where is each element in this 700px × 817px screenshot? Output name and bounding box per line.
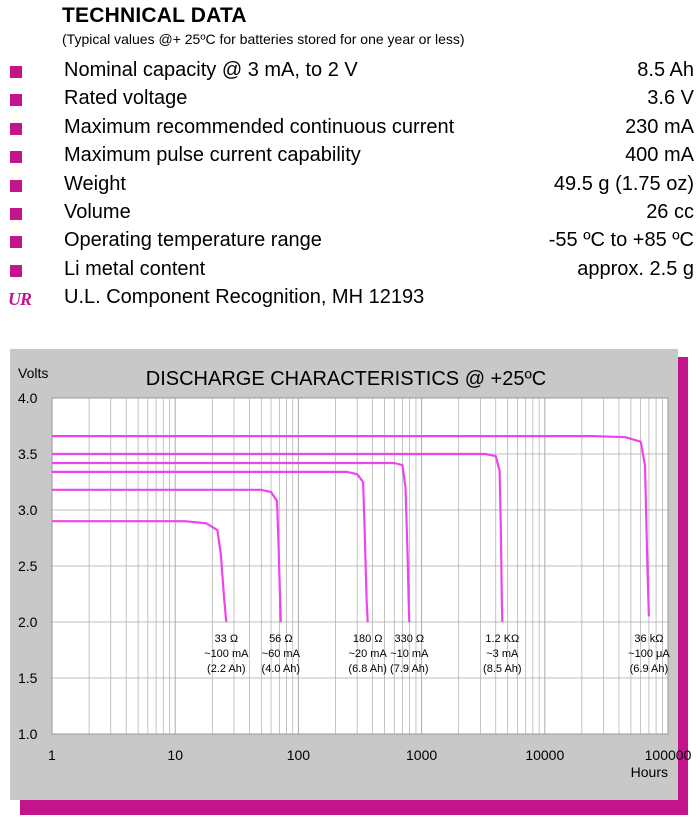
- x-axis-label: Hours: [631, 764, 668, 780]
- discharge-chart-svg: 33 Ω ~100 mA (2.2 Ah) 56 Ω ~60 mA (4.0 Ah) 180…: [10, 349, 692, 815]
- spec-row: Maximum recommended continuous current 2…: [0, 115, 700, 143]
- spec-label: Operating temperature range: [64, 229, 322, 252]
- spec-value: -55 ºC to +85 ºC: [548, 229, 694, 252]
- spec-value: 26 cc: [646, 201, 694, 223]
- x-tick-label: 1: [48, 747, 56, 763]
- spec-label: Li metal content: [64, 257, 206, 280]
- spec-row: Maximum pulse current capability 400 mA: [0, 143, 700, 171]
- discharge-curve: [52, 488, 282, 623]
- curve-load-label-line: ~100 μA: [628, 648, 670, 660]
- y-tick-label: 1.0: [18, 726, 38, 742]
- y-tick-label: 4.0: [18, 390, 38, 406]
- discharge-chart: 33 Ω ~100 mA (2.2 Ah) 56 Ω ~60 mA (4.0 Ah) 180…: [0, 345, 700, 817]
- x-tick-label: 100000: [645, 747, 692, 763]
- curve-load-label-line: (6.9 Ah): [630, 663, 669, 675]
- curve-load-label: 330 Ω ~10 mA (7.9 Ah): [390, 633, 429, 675]
- curve-load-label-line: ~10 mA: [390, 648, 429, 660]
- y-tick-label: 1.5: [18, 670, 38, 686]
- curve-load-label-line: (4.0 Ah): [262, 663, 301, 675]
- curve-load-label-line: (8.5 Ah): [483, 663, 522, 675]
- bullet-square-icon: [10, 208, 22, 220]
- spec-value: approx. 2.5 g: [577, 257, 694, 280]
- x-tick-label: 1000: [406, 747, 437, 763]
- x-tick-label: 100: [287, 747, 311, 763]
- discharge-curve: [52, 461, 411, 623]
- curve-load-label-line: 33 Ω: [215, 633, 239, 645]
- spec-label: Nominal capacity @ 3 mA, to 2 V: [64, 59, 358, 81]
- bullet-square-icon: [10, 264, 22, 277]
- spec-row: Weight 49.5 g (1.75 oz): [0, 172, 700, 200]
- plot-border: [51, 397, 669, 735]
- bullet-square-icon: [10, 236, 22, 249]
- curve-load-label: 33 Ω ~100 mA (2.2 Ah): [204, 633, 249, 675]
- annotation-layer: 33 Ω ~100 mA (2.2 Ah) 56 Ω ~60 mA (4.0 Ah) 180…: [204, 633, 670, 675]
- discharge-curve: [52, 520, 228, 623]
- ul-certification-row: UR U.L. Component Recognition, MH 12193: [0, 285, 700, 313]
- spec-row: Operating temperature range -55 ºC to +8…: [0, 228, 700, 256]
- discharge-curve: [52, 435, 650, 617]
- curve-load-label-line: 1.2 KΩ: [485, 633, 519, 645]
- bullet-square-icon: [10, 179, 22, 192]
- spec-label: Weight: [64, 172, 126, 195]
- curve-load-label-line: ~20 mA: [349, 648, 388, 660]
- discharge-curve: [52, 452, 504, 623]
- discharge-curve: [52, 470, 369, 623]
- curve-load-label-line: 56 Ω: [269, 633, 293, 645]
- technical-data-title: TECHNICAL DATA: [62, 4, 247, 27]
- spec-label: Rated voltage: [64, 87, 188, 110]
- y-tick-label: 2.5: [18, 558, 38, 574]
- curve-load-label-line: (7.9 Ah): [390, 663, 429, 675]
- spec-row: Li metal content approx. 2.5 g: [0, 257, 700, 285]
- spec-row: Nominal capacity @ 3 mA, to 2 V 8.5 Ah: [0, 58, 700, 86]
- curve-load-label-line: ~60 mA: [262, 648, 301, 660]
- curve-load-label: 56 Ω ~60 mA (4.0 Ah): [262, 633, 301, 675]
- spec-value: 3.6 V: [647, 87, 694, 110]
- ul-recognized-mark-icon: UR: [8, 289, 32, 309]
- x-tick-label: 10: [167, 747, 183, 763]
- curve-load-label-line: (2.2 Ah): [207, 663, 246, 675]
- curve-load-label: 1.2 KΩ ~3 mA (8.5 Ah): [483, 633, 522, 675]
- y-tick-label: 2.0: [18, 614, 38, 630]
- curve-load-label: 180 Ω ~20 mA (6.8 Ah): [348, 633, 387, 675]
- spec-label: Maximum recommended continuous current: [64, 115, 455, 138]
- tick-layer: 1.0 1.5 2.0 2.5 3.0 3.5 4.0 1 10 100 1000 10000 1000…: [18, 390, 692, 763]
- y-tick-label: 3.5: [18, 446, 38, 462]
- spec-row: Volume 26 cc: [0, 200, 700, 228]
- y-axis-label: Volts: [18, 365, 48, 381]
- curve-load-label-line: 180 Ω: [353, 633, 383, 645]
- bullet-square-icon: [10, 94, 22, 107]
- bullet-square-icon: [10, 151, 22, 164]
- chart-title: DISCHARGE CHARACTERISTICS @ +25ºC: [146, 368, 546, 390]
- spec-row: Rated voltage 3.6 V: [0, 86, 700, 114]
- spec-value: 8.5 Ah: [637, 59, 694, 81]
- x-tick-label: 10000: [525, 747, 564, 763]
- curve-load-label-line: 330 Ω: [395, 633, 425, 645]
- ul-certification-text: U.L. Component Recognition, MH 12193: [64, 286, 425, 308]
- bullet-square-icon: [10, 66, 22, 78]
- spec-value: 230 mA: [625, 115, 694, 138]
- curve-load-label-line: (6.8 Ah): [348, 663, 387, 675]
- spec-label: Maximum pulse current capability: [64, 144, 361, 167]
- curve-load-label-line: ~100 mA: [204, 648, 249, 660]
- spec-value: 400 mA: [625, 144, 694, 167]
- curve-load-label: 36 kΩ ~100 μA (6.9 Ah): [628, 633, 670, 675]
- curve-load-label-line: ~3 mA: [486, 648, 519, 660]
- bullet-square-icon: [10, 122, 22, 135]
- curve-layer: [52, 435, 650, 623]
- spec-label: Volume: [64, 201, 131, 223]
- technical-data-subtitle: (Typical values @+ 25ºC for batteries st…: [62, 31, 465, 47]
- spec-value: 49.5 g (1.75 oz): [553, 172, 694, 195]
- y-tick-label: 3.0: [18, 502, 38, 518]
- curve-load-label-line: 36 kΩ: [634, 633, 663, 645]
